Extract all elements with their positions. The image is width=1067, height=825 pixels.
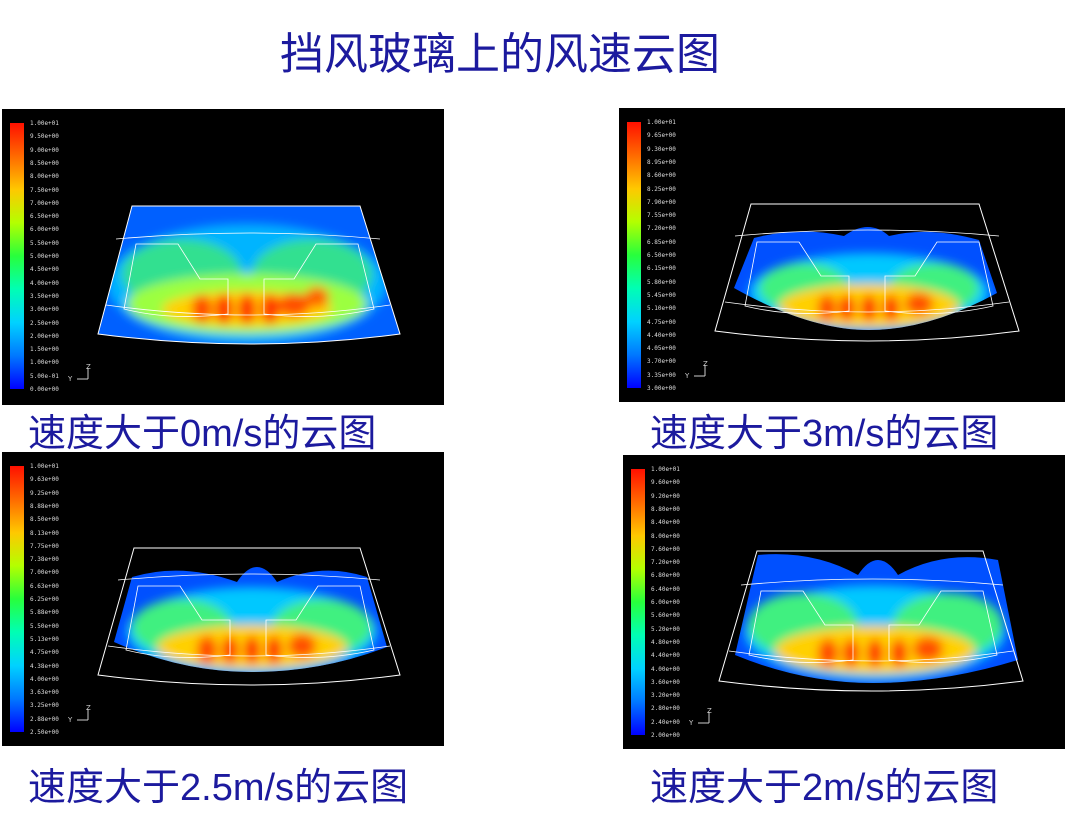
- windshield-contour: [698, 550, 1024, 724]
- contour-plot-panel: 1.00e+01 9.63e+00 9.25e+00 8.88e+00 8.50e+00…: [2, 452, 444, 746]
- contour-plot-panel: 1.00e+01 9.50e+00 9.00e+00 8.50e+00 8.00e+00…: [2, 109, 444, 405]
- axis-label-y: Y: [689, 719, 694, 727]
- axis-label-y: Y: [685, 372, 690, 380]
- windshield-contour: [77, 547, 401, 721]
- contour-plot-panel: 1.00e+01 9.65e+00 9.30e+00 8.95e+00 8.60e+00…: [619, 108, 1065, 402]
- color-scale-bar: [631, 469, 645, 735]
- caption-3: 速度大于2m/s的云图: [650, 765, 999, 809]
- caption-1: 速度大于3m/s的云图: [650, 411, 999, 455]
- axis-label-z: Z: [86, 704, 91, 712]
- windshield-contour: [694, 203, 1020, 377]
- caption-0: 速度大于0m/s的云图: [28, 411, 377, 455]
- axis-label-y: Y: [68, 716, 73, 724]
- color-scale-bar: [627, 122, 641, 388]
- color-scale-ticks: 1.00e+01 9.63e+00 9.25e+00 8.88e+00 8.50e+00…: [30, 463, 59, 736]
- color-scale-bar: [10, 123, 24, 389]
- axis-label-y: Y: [68, 375, 73, 383]
- color-scale-ticks: 1.00e+01 9.65e+00 9.30e+00 8.95e+00 8.60e+00…: [647, 119, 676, 392]
- windshield-contour: [77, 205, 401, 380]
- axis-label-z: Z: [703, 360, 708, 368]
- caption-2: 速度大于2.5m/s的云图: [28, 765, 409, 809]
- page-title: 挡风玻璃上的风速云图: [280, 29, 720, 80]
- color-scale-ticks: 1.00e+01 9.60e+00 9.20e+00 8.80e+00 8.40e+00…: [651, 466, 680, 739]
- color-scale-ticks: 1.00e+01 9.50e+00 9.00e+00 8.50e+00 8.00e+00…: [30, 120, 59, 393]
- contour-plot-panel: 1.00e+01 9.60e+00 9.20e+00 8.80e+00 8.40e+00…: [623, 455, 1065, 749]
- color-scale-bar: [10, 466, 24, 732]
- axis-label-z: Z: [86, 363, 91, 371]
- axis-label-z: Z: [707, 707, 712, 715]
